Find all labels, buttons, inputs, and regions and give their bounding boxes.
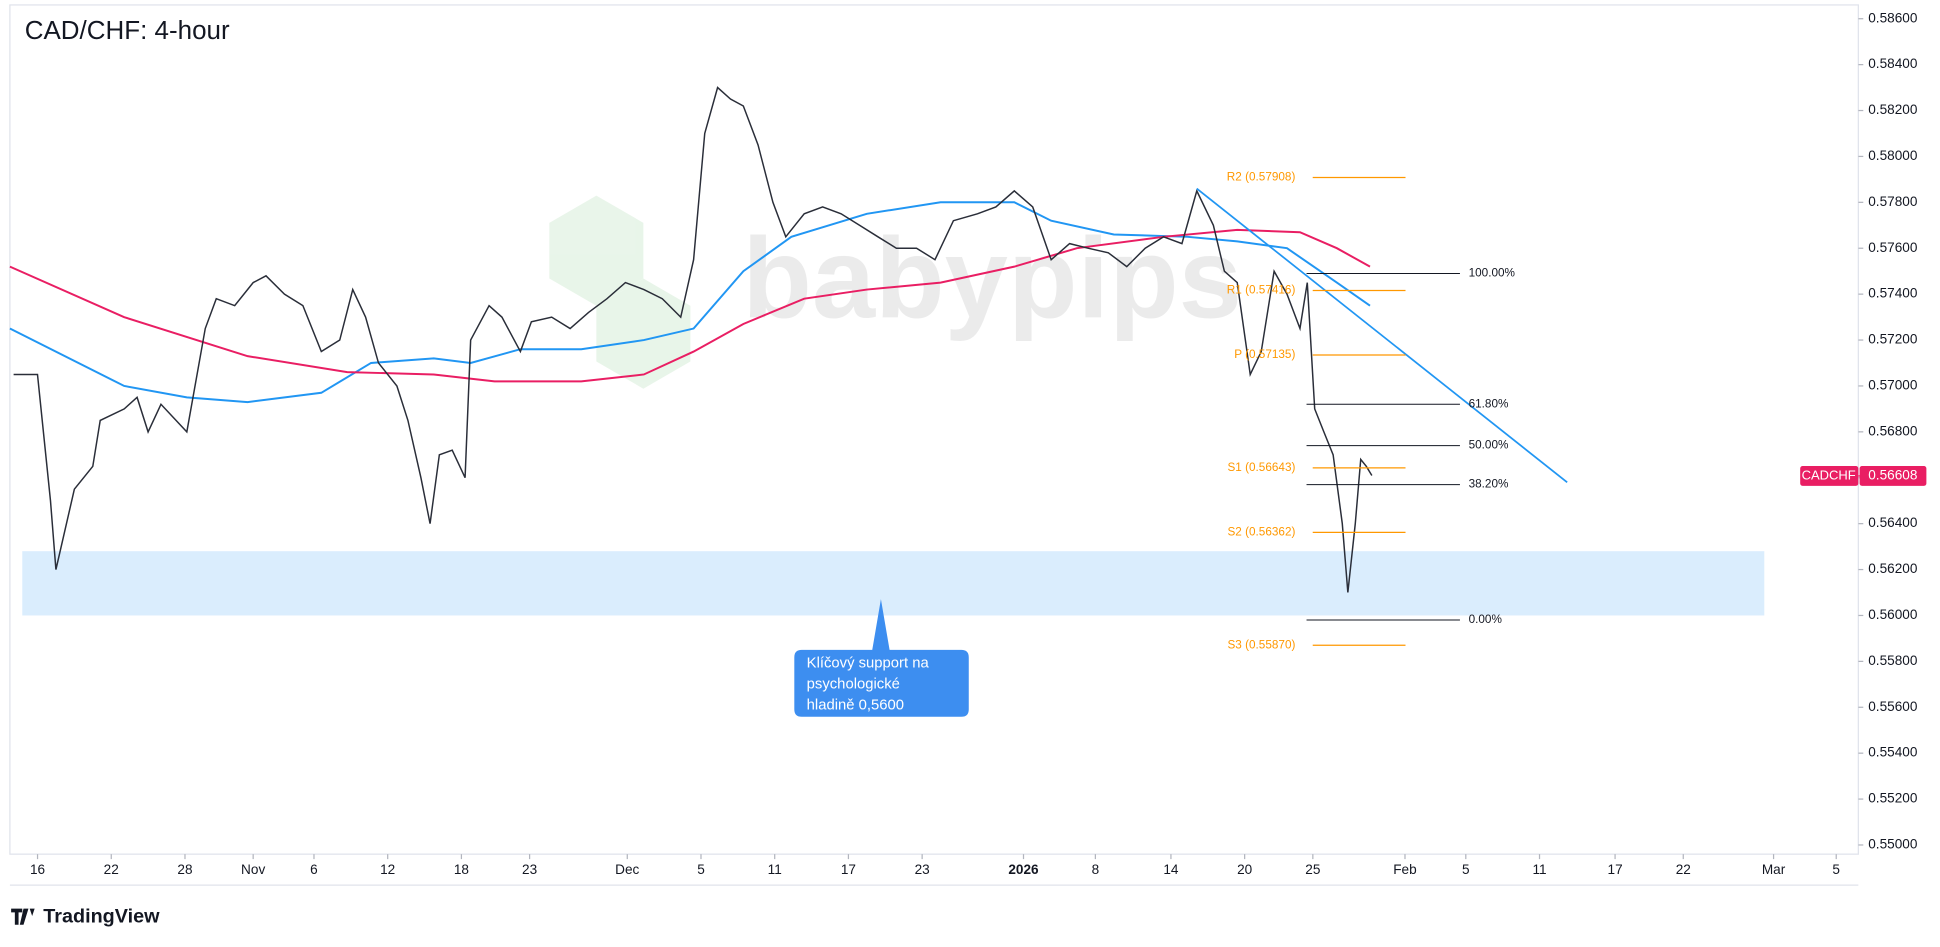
x-tick-label: 5 xyxy=(697,862,705,877)
brand: TradingView xyxy=(11,906,160,928)
y-tick-label: 0.55200 xyxy=(1868,791,1918,806)
symbol-tag xyxy=(1800,466,1859,486)
x-tick-label: 25 xyxy=(1305,862,1320,877)
x-tick-label: 23 xyxy=(522,862,537,877)
symbol-label: CADCHF xyxy=(1802,467,1856,482)
plot-frame xyxy=(9,4,1859,855)
x-tick-label: 20 xyxy=(1237,862,1253,877)
fib-label: 61.80% xyxy=(1469,397,1509,410)
x-tick-label: 22 xyxy=(104,862,119,877)
fib-label: 38.20% xyxy=(1469,478,1509,491)
x-tick-label: Nov xyxy=(241,862,265,877)
last-price-tag xyxy=(1859,466,1927,486)
y-tick-label: 0.55400 xyxy=(1868,745,1918,760)
fib-label: 100.00% xyxy=(1469,267,1516,280)
last-price-label: 0.56608 xyxy=(1868,468,1917,483)
watermark-hex xyxy=(596,278,691,389)
y-tick-label: 0.55000 xyxy=(1868,837,1918,852)
annotation-text: hladině 0,5600 xyxy=(807,698,904,714)
x-tick-label: 16 xyxy=(30,862,45,877)
x-tick-label: Dec xyxy=(615,862,639,877)
x-tick-label: 6 xyxy=(310,862,318,877)
y-tick-label: 0.58400 xyxy=(1868,56,1918,71)
x-tick-label: 28 xyxy=(177,862,192,877)
x-tick-label: 8 xyxy=(1092,862,1100,877)
pivot-label: R2 (0.57908) xyxy=(1227,171,1296,184)
x-tick-label: 5 xyxy=(1462,862,1470,877)
x-tick-label: 12 xyxy=(380,862,395,877)
y-tick-label: 0.56200 xyxy=(1868,561,1918,576)
fib-label: 0.00% xyxy=(1469,613,1503,626)
trendline xyxy=(1196,187,1568,484)
annotation-text: Klíčový support na xyxy=(807,655,930,671)
moving-average xyxy=(9,228,1371,383)
x-tick-label: 5 xyxy=(1832,862,1840,877)
annotation: Klíčový support na psychologické hladině 0… xyxy=(794,599,969,717)
brand-name: TradingView xyxy=(43,906,160,928)
y-tick-label: 0.56000 xyxy=(1868,607,1918,622)
y-tick-label: 0.56400 xyxy=(1868,515,1918,530)
annotation-box xyxy=(794,599,969,717)
watermark-text: babypips xyxy=(742,215,1242,342)
price-line xyxy=(13,86,1373,593)
chart-title: CAD/CHF: 4-hour xyxy=(25,15,230,45)
y-tick-label: 0.57200 xyxy=(1868,332,1918,347)
y-tick-label: 0.57000 xyxy=(1868,378,1918,393)
brand-logo xyxy=(11,908,35,925)
y-tick-label: 0.55800 xyxy=(1868,653,1918,668)
y-tick-label: 0.57800 xyxy=(1868,194,1918,209)
x-tick-label: 22 xyxy=(1676,862,1691,877)
x-tick-label: 11 xyxy=(768,862,782,877)
x-tick-label: 23 xyxy=(915,862,930,877)
y-tick-label: 0.58200 xyxy=(1868,102,1918,117)
pivot-label: S2 (0.56362) xyxy=(1227,525,1295,538)
y-tick-label: 0.57600 xyxy=(1868,240,1918,255)
moving-average xyxy=(9,201,1371,404)
x-tick-label: Feb xyxy=(1393,862,1416,877)
x-tick-label: 17 xyxy=(1608,862,1623,877)
pivot-label: P (0.57135) xyxy=(1234,348,1295,361)
y-tick-label: 0.58600 xyxy=(1868,10,1918,25)
y-tick-label: 0.57400 xyxy=(1868,286,1918,301)
x-tick-label: Mar xyxy=(1762,862,1786,877)
y-tick-label: 0.56800 xyxy=(1868,423,1918,438)
support-zone xyxy=(22,551,1765,616)
watermark-hex xyxy=(549,195,644,306)
y-tick-label: 0.58000 xyxy=(1868,148,1918,163)
x-tick-label: 2026 xyxy=(1008,862,1039,877)
fib-label: 50.00% xyxy=(1469,439,1509,452)
pivot-label: S3 (0.55870) xyxy=(1227,638,1295,651)
y-tick-label: 0.55600 xyxy=(1868,699,1918,714)
x-tick-label: 11 xyxy=(1532,862,1546,877)
annotation-text: psychologické xyxy=(807,676,900,692)
x-tick-label: 18 xyxy=(454,862,469,877)
x-tick-label: 17 xyxy=(841,862,856,877)
pivot-label: R1 (0.57416) xyxy=(1227,284,1296,297)
pivot-label: S1 (0.56643) xyxy=(1227,461,1295,474)
x-tick-label: 14 xyxy=(1163,862,1179,877)
